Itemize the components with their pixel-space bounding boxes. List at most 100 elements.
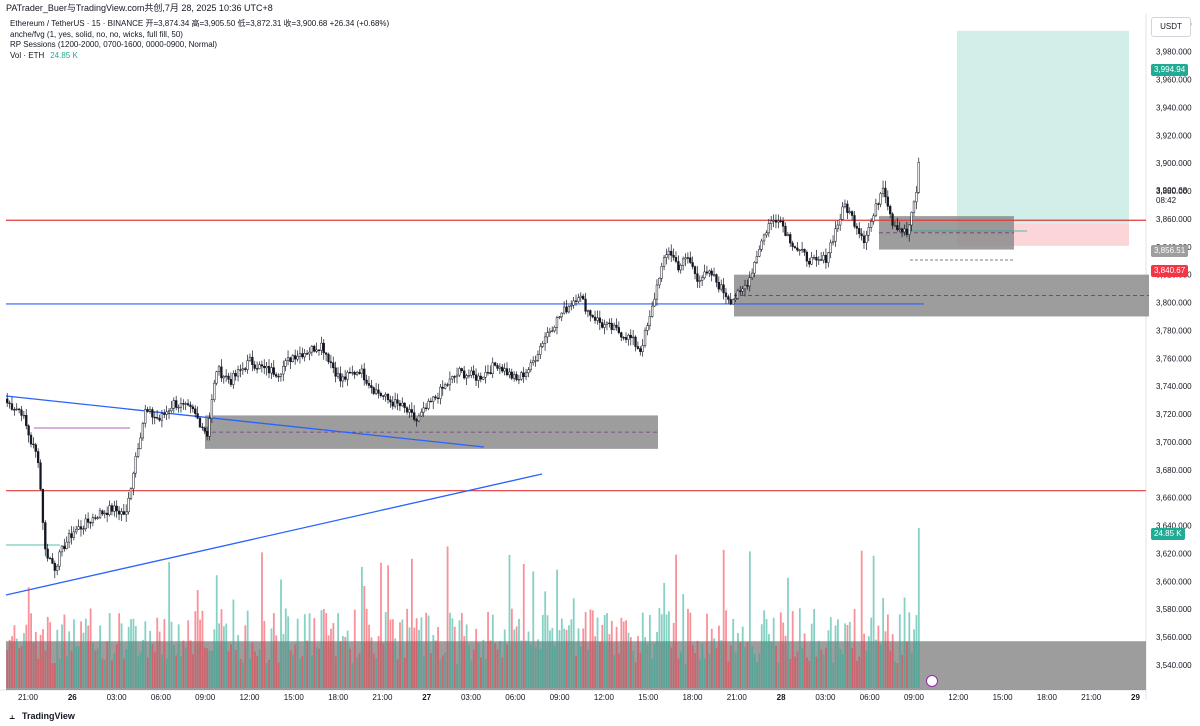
candle-body[interactable] [891,213,894,226]
candle-body[interactable] [236,369,240,377]
candle-body[interactable] [370,385,373,388]
candle-body[interactable] [577,297,580,302]
candle-body[interactable] [44,522,47,550]
candle-body[interactable] [286,357,290,361]
candle-body[interactable] [651,305,654,317]
candle-body[interactable] [132,472,135,489]
candle-body[interactable] [665,254,668,258]
candle-body[interactable] [486,372,490,374]
candle-body[interactable] [496,365,499,369]
candle-body[interactable] [58,551,61,567]
candle-body[interactable] [225,375,228,378]
candle-body[interactable] [396,399,399,404]
candle-body[interactable] [115,505,118,512]
candle-body[interactable] [91,517,95,523]
candle-body[interactable] [429,400,432,403]
candle-body[interactable] [89,522,92,524]
candle-body[interactable] [258,364,261,369]
candle-body[interactable] [455,374,459,378]
candle-body[interactable] [101,510,104,515]
candle-body[interactable] [791,242,794,247]
candle-body[interactable] [715,274,718,283]
candle-body[interactable] [567,305,571,313]
candle-body[interactable] [365,379,368,384]
candle-body[interactable] [453,376,456,378]
candle-body[interactable] [750,272,754,279]
candle-body[interactable] [184,403,187,405]
candle-body[interactable] [72,531,75,538]
candle-body[interactable] [641,345,644,352]
candle-body[interactable] [386,394,390,401]
candle-body[interactable] [674,257,678,262]
candle-body[interactable] [308,351,311,355]
candle-body[interactable] [858,228,861,234]
candle-body[interactable] [910,212,913,226]
candle-body[interactable] [867,227,870,236]
candle-body[interactable] [767,223,770,234]
candle-body[interactable] [896,225,899,230]
candle-body[interactable] [448,378,452,386]
candle-body[interactable] [565,306,568,313]
candle-body[interactable] [29,434,33,445]
candle-body[interactable] [810,257,813,265]
candle-body[interactable] [562,306,566,314]
candle-body[interactable] [208,418,211,437]
candle-body[interactable] [598,317,601,323]
candle-body[interactable] [439,386,442,399]
candle-body[interactable] [879,193,882,205]
candle-body[interactable] [217,366,221,372]
candle-body[interactable] [460,368,463,371]
candle-body[interactable] [679,265,682,271]
candle-body[interactable] [586,310,590,312]
candle-body[interactable] [289,357,292,362]
candle-body[interactable] [779,220,782,223]
candle-body[interactable] [532,360,535,364]
candle-body[interactable] [175,400,178,408]
candle-body[interactable] [686,257,690,259]
candle-body[interactable] [720,284,723,290]
candle-body[interactable] [63,545,66,549]
candle-body[interactable] [401,402,404,407]
candle-body[interactable] [862,235,866,243]
sessions-indicator-legend[interactable]: RP Sessions (1200-2000, 0700-1600, 0000-… [10,40,218,49]
candle-body[interactable] [817,259,820,261]
candle-body[interactable] [155,417,159,419]
candle-body[interactable] [339,373,342,382]
candle-body[interactable] [179,403,183,408]
candle-body[interactable] [84,518,87,529]
candle-body[interactable] [886,196,889,207]
candle-body[interactable] [755,256,759,263]
candle-body[interactable] [360,368,363,374]
candle-body[interactable] [589,310,592,316]
candle-body[interactable] [881,187,885,194]
candle-body[interactable] [765,232,768,236]
candle-body[interactable] [382,395,385,397]
candle-body[interactable] [253,364,256,369]
candle-body[interactable] [855,226,859,229]
candle-body[interactable] [620,332,623,338]
candle-body[interactable] [98,510,102,519]
candle-body[interactable] [201,426,204,429]
candle-body[interactable] [758,249,761,257]
descending-trendline[interactable] [5,395,485,448]
candle-body[interactable] [263,365,266,369]
candle-body[interactable] [527,369,530,374]
candle-body[interactable] [255,368,259,370]
candle-body[interactable] [477,375,480,381]
candle-body[interactable] [265,366,268,369]
target-zone[interactable] [957,30,1129,224]
candle-body[interactable] [905,228,908,235]
candle-body[interactable] [774,220,778,223]
candle-body[interactable] [762,234,766,242]
candle-body[interactable] [322,342,325,354]
candle-body[interactable] [534,360,537,362]
candle-body[interactable] [172,400,175,409]
candle-body[interactable] [317,349,321,351]
candle-body[interactable] [194,408,197,414]
candle-body[interactable] [479,375,482,380]
candle-body[interactable] [141,422,145,439]
candle-body[interactable] [94,517,97,519]
candle-body[interactable] [125,511,128,515]
candle-body[interactable] [53,563,56,571]
candle-body[interactable] [239,369,242,371]
